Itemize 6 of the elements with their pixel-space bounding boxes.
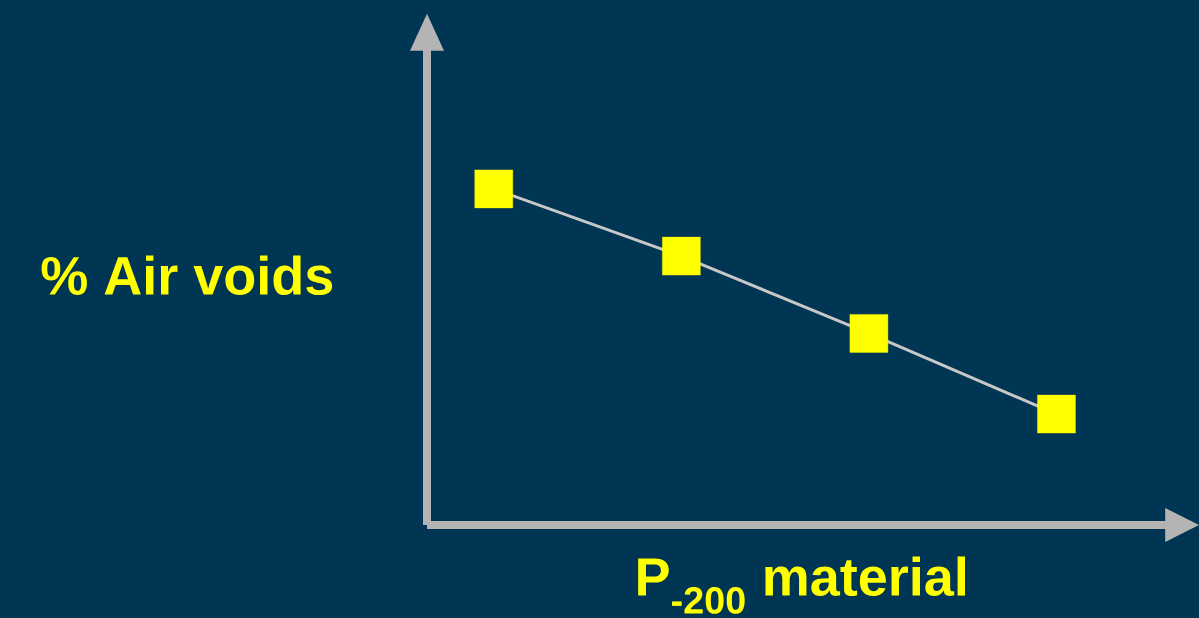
y-axis-title: % Air voids xyxy=(41,255,333,296)
point xyxy=(849,314,889,353)
x-axis-title: P$_{-200}$ material xyxy=(638,556,966,614)
point xyxy=(1037,394,1076,434)
point xyxy=(662,236,701,276)
point xyxy=(474,169,513,209)
